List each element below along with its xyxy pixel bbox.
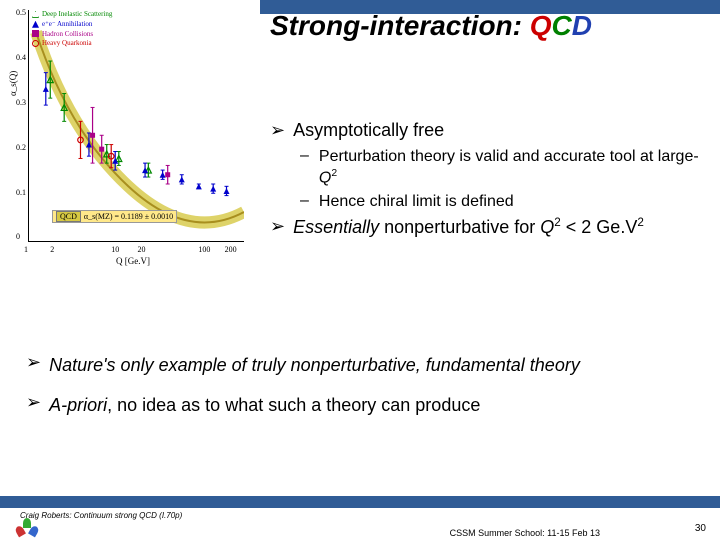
title-D: D <box>572 10 592 41</box>
ytick: 0 <box>16 232 20 241</box>
sub-text: Perturbation theory is valid and accurat… <box>319 147 700 188</box>
content-bottom: ➢ Nature's only example of truly nonpert… <box>26 352 696 432</box>
sub-chiral: – Hence chiral limit is defined <box>300 192 700 212</box>
slide-title: Strong-interaction: QCD <box>270 10 592 42</box>
footer-accent-bar <box>0 496 720 508</box>
bullet-text: Essentially nonperturbative for Q2 < 2 G… <box>293 216 644 238</box>
sub-text: Hence chiral limit is defined <box>319 192 514 212</box>
title-C: C <box>552 10 572 41</box>
bullet-apriori: ➢ A-priori, no idea as to what such a th… <box>26 392 696 420</box>
legend-item: Heavy Quarkonia <box>32 39 112 49</box>
ytick: 0.1 <box>16 188 26 197</box>
ytick: 0.5 <box>16 8 26 17</box>
qcd-fit-box: QCDα_s(MZ) = 0.1189 ± 0.0010 <box>52 210 177 223</box>
xtick: 10 <box>111 245 119 254</box>
bullet-nonperturbative: ➢ Essentially nonperturbative for Q2 < 2… <box>270 216 700 238</box>
bullet-asymptotic: ➢ Asymptotically free <box>270 120 700 141</box>
page-number: 30 <box>695 523 706 534</box>
title-Q: Q <box>530 10 552 41</box>
bullet-arrow-icon: ➢ <box>26 352 41 380</box>
chart-legend: Deep Inelastic Scatteringe⁺e⁻ Annihilati… <box>32 10 112 49</box>
footer-logo-icon <box>16 518 38 540</box>
bullet-nature: ➢ Nature's only example of truly nonpert… <box>26 352 696 380</box>
footer: Craig Roberts: Continuum strong QCD (I.7… <box>0 496 720 540</box>
content-right: ➢ Asymptotically free – Perturbation the… <box>270 120 700 244</box>
legend-item: Hadron Collisions <box>32 30 112 40</box>
chart-ylabel: α_s(Q) <box>8 71 18 96</box>
bullet-text: Asymptotically free <box>293 120 444 141</box>
dash-icon: – <box>300 192 309 212</box>
title-main: Strong-interaction: <box>270 10 530 41</box>
xtick: 1 <box>24 245 28 254</box>
ytick: 0.4 <box>16 53 26 62</box>
footer-citation: Craig Roberts: Continuum strong QCD (I.7… <box>20 511 182 520</box>
bullet-text: Nature's only example of truly nonpertur… <box>49 352 580 380</box>
legend-item: Deep Inelastic Scattering <box>32 10 112 20</box>
bullet-arrow-icon: ➢ <box>270 120 285 141</box>
xtick: 200 <box>225 245 237 254</box>
footer-school: CSSM Summer School: 11-15 Feb 13 <box>450 528 600 538</box>
xtick: 100 <box>198 245 210 254</box>
ytick: 0.3 <box>16 98 26 107</box>
sub-perturbation: – Perturbation theory is valid and accur… <box>300 147 700 188</box>
bullet-arrow-icon: ➢ <box>270 216 285 238</box>
xtick: 2 <box>50 245 54 254</box>
qcd-caption: α_s(MZ) = 0.1189 ± 0.0010 <box>84 212 173 221</box>
qcd-swatch: QCD <box>56 211 81 222</box>
legend-item: e⁺e⁻ Annihilation <box>32 20 112 30</box>
dash-icon: – <box>300 147 309 188</box>
bullet-text: A-priori, no idea as to what such a theo… <box>49 392 480 420</box>
alpha-s-chart: α_s(Q) Q [Ge.V] Deep Inelastic Scatterin… <box>6 6 254 266</box>
chart-xlabel: Q [Ge.V] <box>116 256 150 266</box>
xtick: 20 <box>137 245 145 254</box>
bullet-arrow-icon: ➢ <box>26 392 41 420</box>
ytick: 0.2 <box>16 143 26 152</box>
